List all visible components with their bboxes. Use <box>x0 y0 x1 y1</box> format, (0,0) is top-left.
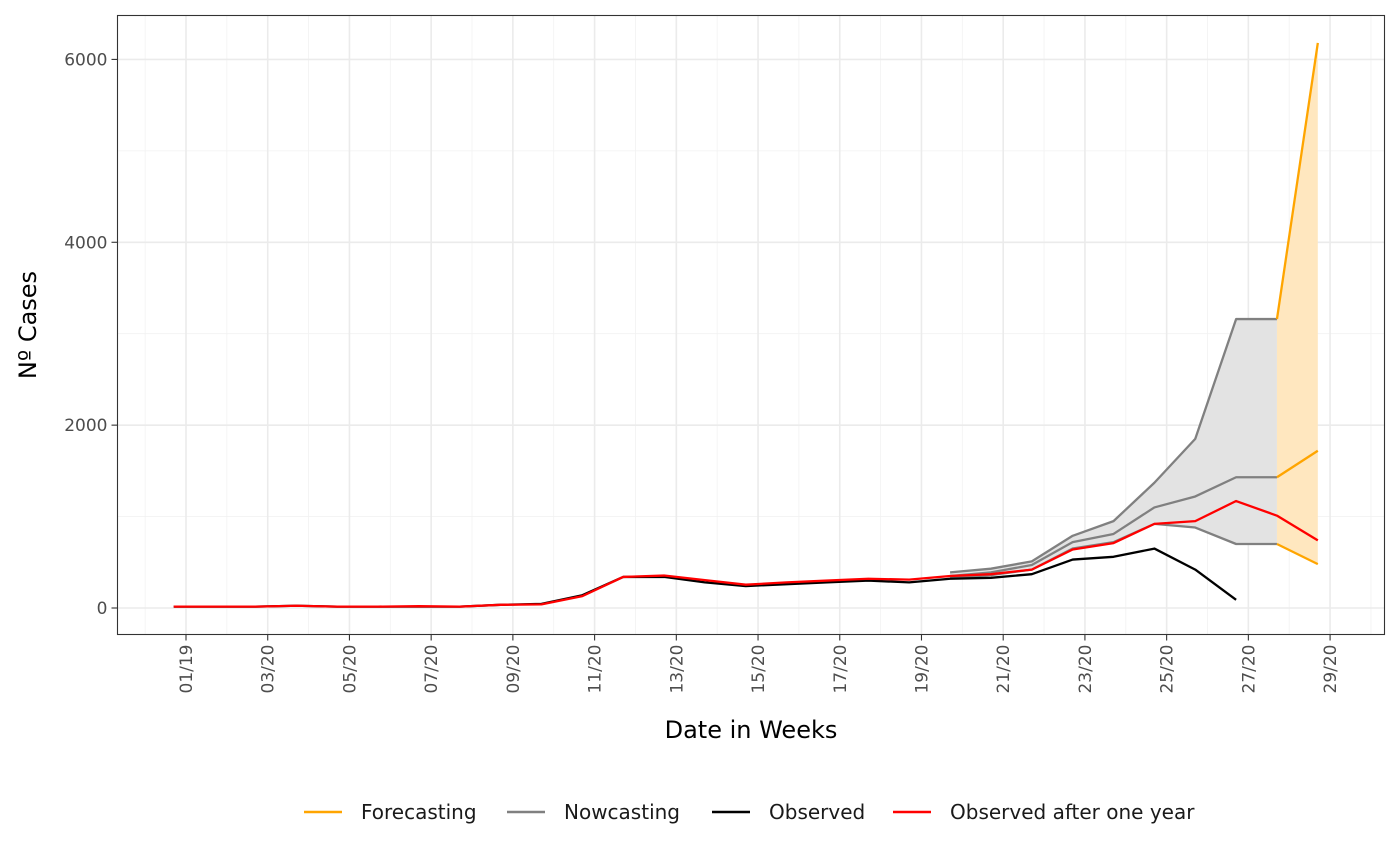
x-tick-label: 15/20 <box>749 645 769 694</box>
legend-observed-after-one-year-label: Observed after one year <box>950 800 1195 824</box>
x-tick-label: 27/20 <box>1239 645 1259 694</box>
y-tick-label: 4000 <box>64 233 107 253</box>
legend-forecasting-label: Forecasting <box>361 800 477 824</box>
ribbons <box>950 42 1318 578</box>
x-tick-label: 21/20 <box>994 644 1014 693</box>
x-tick-label: 25/20 <box>1158 645 1178 694</box>
ribbon-forecasting <box>1276 42 1318 565</box>
x-tick-label: 09/20 <box>504 645 524 694</box>
legend-nowcasting-label: Nowcasting <box>564 800 680 824</box>
x-tick-label: 13/20 <box>667 645 687 694</box>
x-tick-label: 03/20 <box>259 645 279 694</box>
ribbon-nowcasting <box>950 319 1277 578</box>
x-tick-label: 07/20 <box>422 645 442 694</box>
observed-after-one-year-line <box>173 499 1319 608</box>
series-lines <box>173 42 1319 608</box>
legend: Forecasting Nowcasting Observed Observed af… <box>304 800 1195 824</box>
x-tick-label: 19/20 <box>912 645 932 694</box>
y-tick-label: 0 <box>97 599 108 619</box>
forecasting-upper-line <box>1275 42 1319 320</box>
grid-minor <box>117 15 1385 635</box>
legend-observed-label: Observed <box>769 800 865 824</box>
y-tick-label: 6000 <box>64 50 107 70</box>
y-axis-title: Nº Cases <box>14 271 42 379</box>
panel-border <box>116 14 1386 636</box>
x-tick-label: 23/20 <box>1076 645 1096 694</box>
forecasting-median-line <box>1276 449 1319 479</box>
y-axis: 0 2000 4000 6000 <box>64 50 118 619</box>
x-axis-title: Date in Weeks <box>665 716 838 744</box>
x-axis: 01/19 03/20 05/20 07/20 09/20 11/20 13/20 15/20… <box>177 634 1341 694</box>
x-tick-label: 01/19 <box>177 645 197 694</box>
nowcasting-upper-line <box>949 317 1277 574</box>
x-tick-label: 11/20 <box>586 645 606 694</box>
x-tick-label: 17/20 <box>831 645 851 694</box>
forecasting-lower-line <box>1276 542 1319 566</box>
x-tick-label: 05/20 <box>340 645 360 694</box>
nowcasting-median-line <box>949 476 1277 578</box>
y-tick-label: 2000 <box>64 416 107 436</box>
x-tick-label: 29/20 <box>1321 645 1341 694</box>
